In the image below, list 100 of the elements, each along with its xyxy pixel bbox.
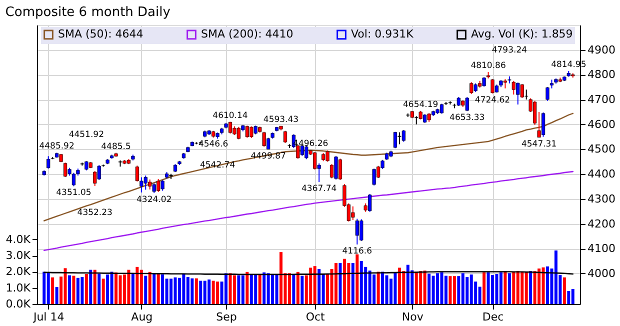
bar	[250, 274, 253, 304]
bar	[114, 272, 118, 304]
bar	[360, 260, 363, 304]
y-tick-label: 4200	[588, 217, 616, 230]
bar	[131, 273, 134, 304]
bar	[461, 273, 464, 304]
bar	[562, 277, 566, 304]
candlestick	[338, 158, 342, 181]
bar	[186, 277, 190, 304]
bar	[228, 273, 232, 304]
bar	[394, 272, 397, 304]
chart-title: Composite 6 month Daily	[5, 5, 171, 20]
bar	[381, 272, 384, 304]
bar	[254, 274, 258, 304]
bar	[203, 280, 206, 304]
bar	[64, 268, 67, 304]
bar	[482, 272, 486, 304]
bar	[266, 273, 270, 304]
bar	[495, 274, 498, 304]
legend-label: Avg. Vol (K): 1.859	[471, 28, 573, 41]
y-tick-label: 4800	[588, 68, 616, 82]
bar	[194, 278, 198, 304]
bar	[93, 270, 96, 304]
candlestick	[372, 168, 376, 186]
candlestick	[490, 78, 494, 94]
y2-tick-label: 3.0K	[6, 249, 32, 262]
bar	[508, 273, 511, 304]
bar	[436, 273, 440, 304]
candlestick	[541, 112, 546, 138]
bar	[68, 275, 71, 304]
candlestick	[262, 131, 266, 148]
y-tick-label: 4300	[588, 192, 616, 206]
bar	[216, 282, 220, 304]
candlestick	[72, 172, 76, 187]
bar	[258, 274, 262, 304]
bar	[262, 272, 266, 304]
bar	[98, 274, 101, 304]
bar	[538, 268, 541, 304]
annotation: 4610.14	[212, 110, 248, 121]
bar	[342, 258, 346, 304]
bar	[161, 274, 164, 304]
bar	[554, 250, 558, 304]
bar	[512, 272, 516, 304]
annotation: 4593.43	[263, 115, 299, 126]
annotation: 4547.31	[521, 139, 557, 150]
bar	[499, 272, 502, 304]
bar	[351, 263, 354, 304]
annotation: 4793.24	[492, 45, 528, 56]
bar	[199, 280, 202, 304]
bar	[356, 254, 359, 304]
legend-label: SMA (200): 4410	[201, 28, 294, 41]
y-tick-label: 4100	[588, 242, 616, 256]
bar	[288, 273, 291, 304]
bar	[156, 273, 160, 304]
y-tick-label: 4500	[588, 142, 616, 156]
candlestick	[84, 160, 88, 171]
candlestick	[46, 156, 50, 170]
bar	[275, 274, 278, 304]
y2-tick-label: 2.0K	[6, 265, 32, 278]
candlestick	[402, 130, 406, 142]
annotation: 4546.6	[198, 140, 228, 150]
legend-label: SMA (50): 4644	[58, 28, 144, 41]
bar	[448, 276, 452, 304]
bar	[51, 277, 54, 304]
bar	[271, 274, 274, 304]
bar	[72, 276, 76, 304]
bar	[313, 266, 316, 304]
bar	[80, 277, 84, 304]
bar	[376, 272, 380, 304]
bar	[208, 279, 211, 304]
annotation: 4810.86	[470, 60, 506, 71]
candlestick	[283, 130, 288, 144]
bar	[529, 271, 532, 304]
bar	[470, 274, 473, 304]
legend-label: Vol: 0.931K	[351, 28, 414, 41]
y-tick-label: 4600	[588, 118, 616, 131]
bar	[178, 278, 181, 304]
bar	[466, 277, 469, 304]
y2-tick-label: 1.0K	[6, 281, 32, 294]
bar	[182, 274, 186, 304]
bar	[457, 276, 460, 304]
candlestick	[470, 82, 474, 95]
bar	[444, 276, 448, 304]
bar	[385, 275, 388, 304]
candlestick	[465, 96, 469, 112]
bar	[318, 269, 321, 304]
bar	[148, 272, 152, 304]
bar	[296, 272, 300, 304]
bar	[89, 270, 92, 304]
bar	[122, 274, 126, 304]
bar	[237, 275, 240, 304]
x-tick-label: Dec	[482, 310, 504, 324]
candlestick	[334, 155, 338, 180]
candlestick	[482, 76, 486, 88]
bar	[300, 276, 304, 304]
x-tick-label: Oct	[306, 310, 326, 324]
bar	[571, 289, 574, 304]
annotation: 4653.33	[450, 113, 485, 124]
bar	[55, 287, 58, 304]
bar	[190, 278, 194, 304]
